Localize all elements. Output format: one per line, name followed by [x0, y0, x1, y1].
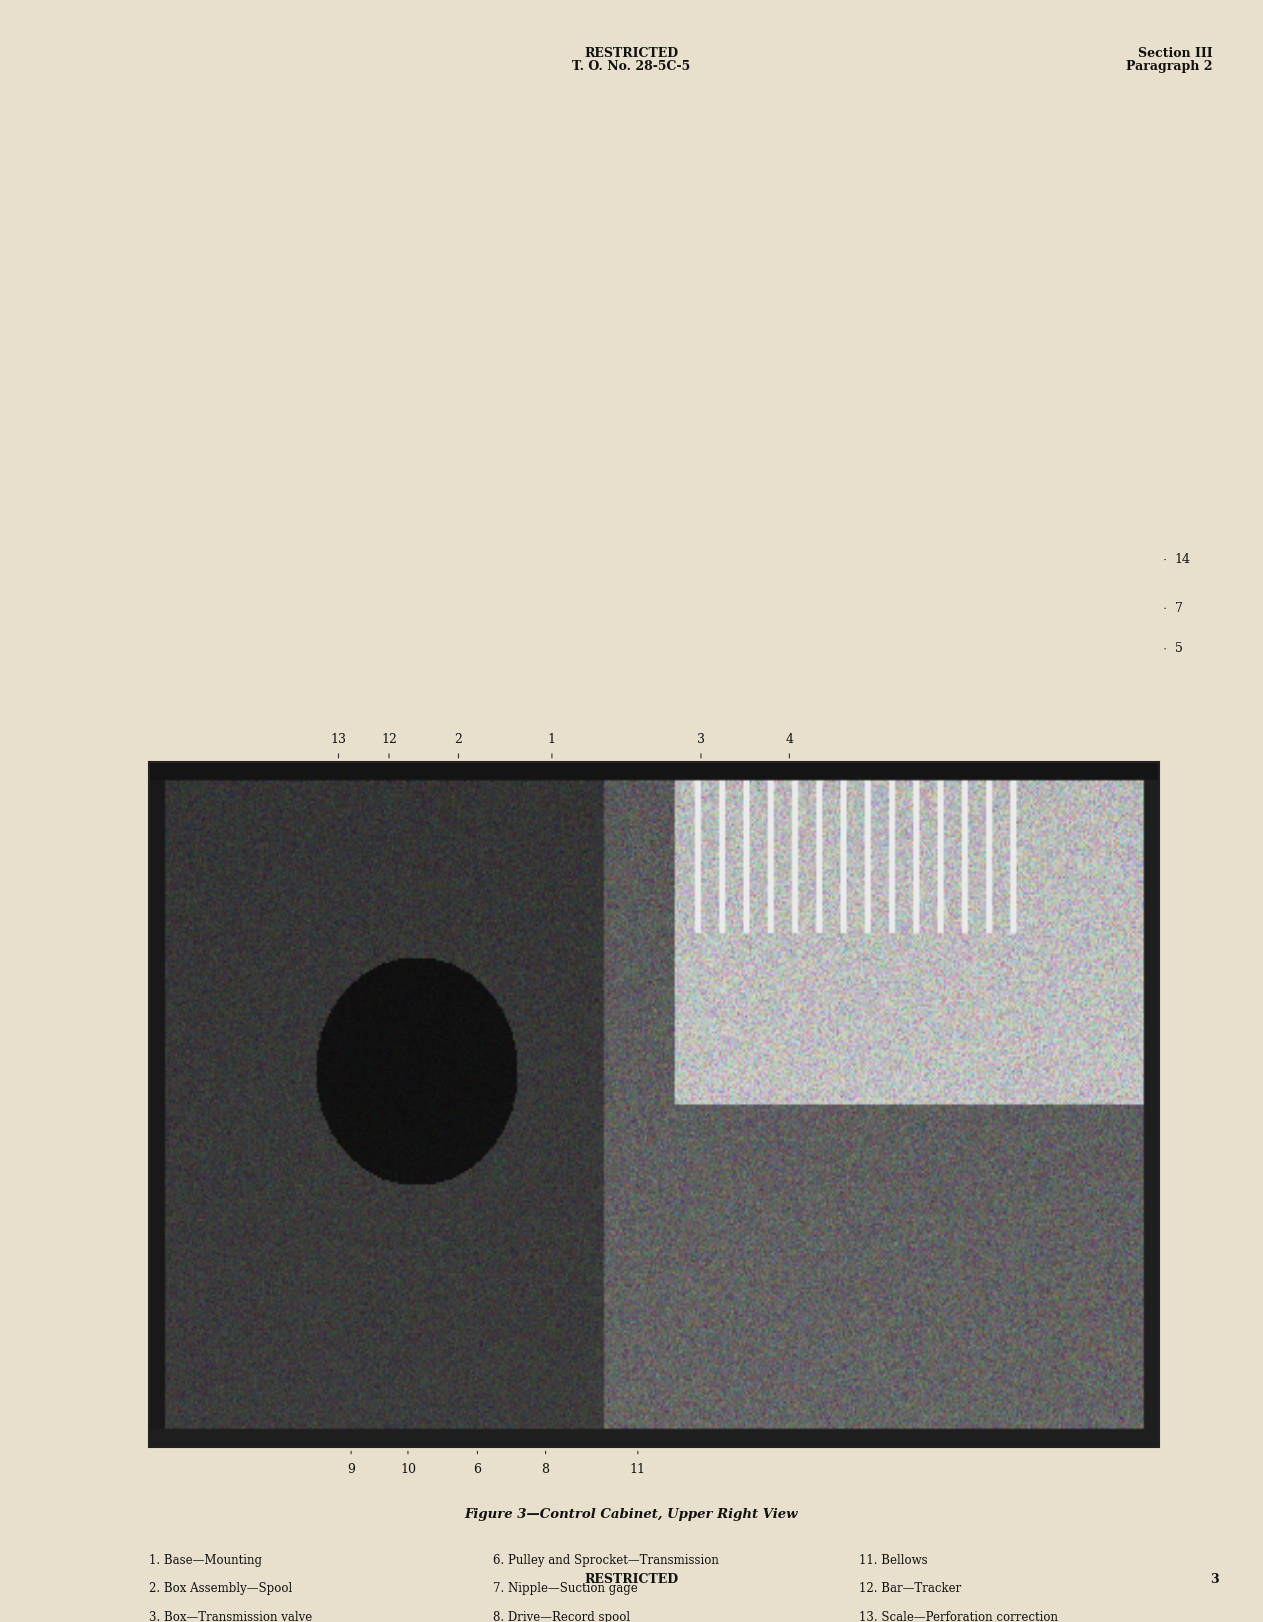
- Text: 12: 12: [381, 733, 397, 746]
- Text: 8. Drive—Record spool: 8. Drive—Record spool: [493, 1611, 630, 1622]
- Text: 12. Bar—Tracker: 12. Bar—Tracker: [859, 1583, 961, 1596]
- Text: T. O. No. 28-5C-5: T. O. No. 28-5C-5: [572, 60, 691, 73]
- Text: 13. Scale—Perforation correction: 13. Scale—Perforation correction: [859, 1611, 1058, 1622]
- Text: 7. Nipple—Suction gage: 7. Nipple—Suction gage: [493, 1583, 638, 1596]
- Text: 11: 11: [630, 1463, 645, 1476]
- Text: Paragraph 2: Paragraph 2: [1127, 60, 1212, 73]
- Text: 1: 1: [548, 733, 556, 746]
- Text: 8: 8: [542, 1463, 549, 1476]
- Text: RESTRICTED: RESTRICTED: [585, 1573, 678, 1586]
- Text: 10: 10: [400, 1463, 416, 1476]
- Text: 5: 5: [1175, 642, 1182, 655]
- Text: 1. Base—Mounting: 1. Base—Mounting: [149, 1554, 261, 1567]
- Text: 11. Bellows: 11. Bellows: [859, 1554, 927, 1567]
- Text: 9: 9: [347, 1463, 355, 1476]
- Text: 13: 13: [331, 733, 346, 746]
- Text: Section III: Section III: [1138, 47, 1212, 60]
- Text: 2: 2: [455, 733, 462, 746]
- Text: 4: 4: [786, 733, 793, 746]
- Text: 3: 3: [697, 733, 705, 746]
- Text: 2. Box Assembly—Spool: 2. Box Assembly—Spool: [149, 1583, 292, 1596]
- Text: 6: 6: [474, 1463, 481, 1476]
- Bar: [149, 762, 1159, 1447]
- Text: 3: 3: [1210, 1573, 1219, 1586]
- Text: RESTRICTED: RESTRICTED: [585, 47, 678, 60]
- Text: 14: 14: [1175, 553, 1191, 566]
- Text: 7: 7: [1175, 602, 1182, 615]
- Text: 3. Box—Transmission valve: 3. Box—Transmission valve: [149, 1611, 312, 1622]
- Text: 6. Pulley and Sprocket—Transmission: 6. Pulley and Sprocket—Transmission: [493, 1554, 719, 1567]
- Text: Figure 3—Control Cabinet, Upper Right View: Figure 3—Control Cabinet, Upper Right Vi…: [465, 1508, 798, 1521]
